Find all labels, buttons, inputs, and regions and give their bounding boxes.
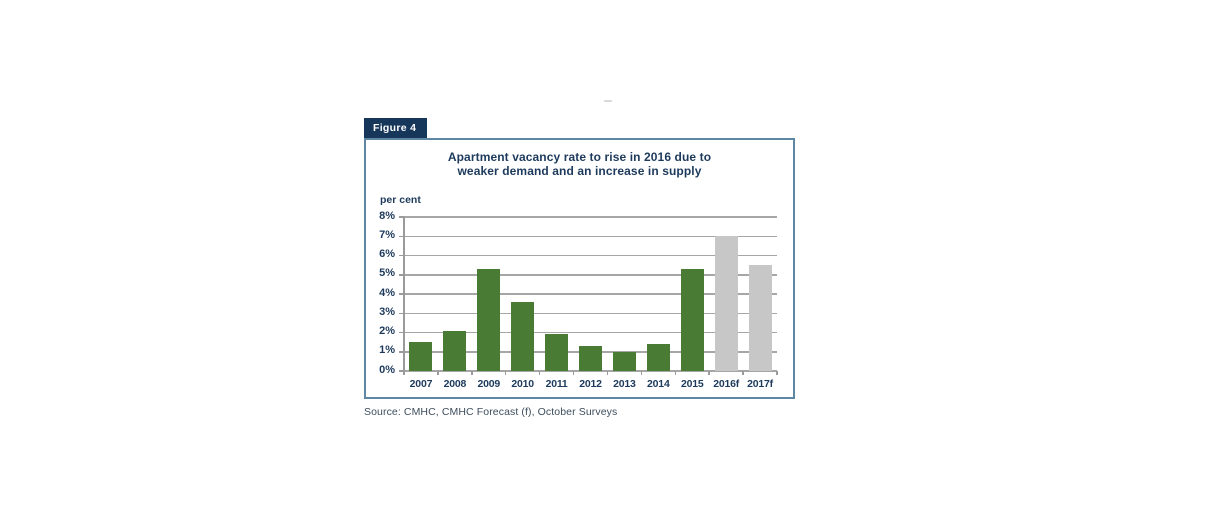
y-tick-label: 4% [379, 286, 395, 299]
x-tick-label: 2015 [680, 378, 704, 390]
x-tick [674, 371, 677, 375]
y-tick-label: 1% [379, 344, 395, 357]
gridline [404, 216, 777, 218]
gridline [404, 235, 777, 237]
y-tick [399, 293, 404, 295]
chart-title-line1: Apartment vacancy rate to rise in 2016 d… [447, 150, 712, 164]
bar [579, 345, 602, 371]
bar [545, 334, 569, 371]
gridline [404, 331, 777, 334]
figure-tab-label: Figure 4 [373, 122, 417, 134]
figure-box: Apartment vacancy rate to rise in 2016 d… [364, 138, 795, 399]
x-tick [742, 371, 744, 375]
bar [646, 344, 670, 371]
bar [477, 268, 501, 371]
x-tick [437, 371, 439, 375]
y-tick-label: 8% [379, 209, 395, 222]
gridline [404, 274, 777, 276]
y-tick [399, 312, 404, 314]
x-tick-label: 2009 [477, 378, 501, 390]
y-tick-label: 0% [379, 363, 395, 376]
x-tick [572, 371, 575, 375]
gridline [404, 293, 777, 295]
y-tick-label: 3% [379, 305, 395, 318]
y-tick [399, 351, 404, 353]
x-tick [504, 371, 507, 375]
source-note: Source: CMHC, CMHC Forecast (f), October… [364, 406, 618, 418]
x-tick-label: 2014 [647, 378, 670, 390]
x-tick-label: 2013 [613, 378, 636, 390]
chart-region: 0% 1% 2% 3% 4% 5% 6% 7% 8% 2007 2008 2009 2010 2011 20… [366, 140, 793, 397]
bar [511, 301, 535, 371]
bar [612, 351, 636, 371]
y-axis-line [403, 217, 405, 375]
x-tick [538, 371, 541, 375]
y-tick [399, 274, 404, 276]
y-tick [399, 235, 404, 237]
figure-tab: Figure 4 [364, 118, 428, 139]
x-tick [640, 371, 643, 375]
x-tick [471, 371, 473, 375]
x-tick [606, 371, 609, 375]
gridline [404, 370, 777, 372]
bar [680, 268, 704, 371]
y-tick [399, 254, 404, 257]
bar [409, 342, 433, 371]
y-tick [399, 216, 404, 218]
stray-mark-artifact [604, 100, 612, 102]
y-tick [399, 331, 404, 334]
figure-panel: Figure 4 Apartment vacancy rate to rise … [364, 117, 795, 418]
y-tick-label: 2% [379, 325, 395, 337]
x-tick-label: 2007 [409, 378, 433, 390]
y-axis-unit-label: per cent [380, 194, 421, 206]
bar [443, 330, 467, 371]
y-tick-label: 5% [379, 267, 395, 280]
x-tick [776, 371, 778, 375]
y-tick-label: 6% [379, 248, 395, 260]
y-tick-label: 7% [379, 228, 395, 241]
gridline [404, 312, 777, 314]
x-tick-label: 2011 [545, 378, 568, 390]
x-tick [403, 371, 405, 375]
x-tick-label: 2010 [511, 378, 534, 390]
chart-title-line2: weaker demand and an increase in supply [457, 163, 702, 178]
bar [748, 265, 772, 371]
x-tick [708, 371, 710, 375]
bar [714, 236, 738, 371]
gridline [404, 254, 777, 257]
chart-title: Apartment vacancy rate to rise in 2016 d… [366, 150, 793, 178]
y-tick [399, 370, 404, 372]
x-tick-label: 2017f [747, 378, 773, 390]
x-tick-label: 2008 [443, 378, 467, 390]
x-tick-label: 2016f [713, 378, 740, 390]
x-tick-label: 2012 [579, 378, 602, 390]
